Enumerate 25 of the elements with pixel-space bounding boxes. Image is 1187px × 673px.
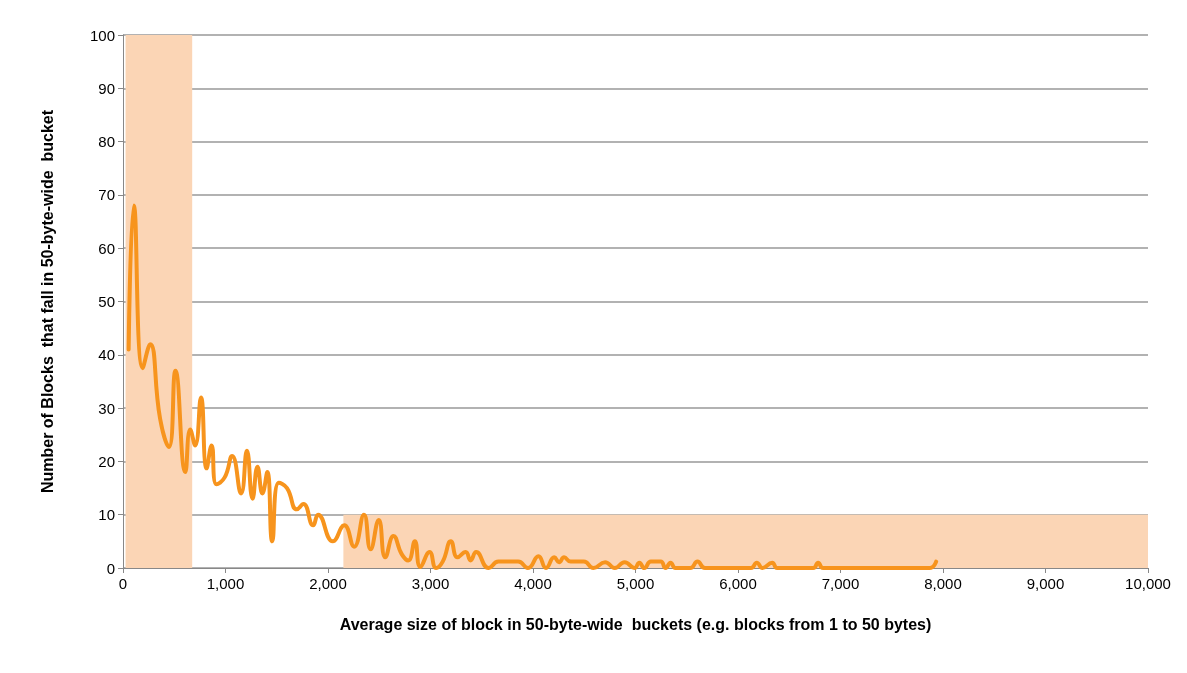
y-tick-label: 70 bbox=[98, 186, 115, 204]
x-tick-label: 6,000 bbox=[719, 575, 757, 592]
y-tick-label: 0 bbox=[106, 559, 115, 577]
x-tick-label: 7,000 bbox=[821, 575, 860, 592]
x-tick-label: 2,000 bbox=[309, 575, 347, 592]
y-tick-label: 60 bbox=[98, 239, 115, 257]
x-tick-label: 3,000 bbox=[411, 575, 450, 592]
y-tick-label: 10 bbox=[98, 506, 115, 524]
y-tick-label: 20 bbox=[98, 452, 115, 470]
x-tick-label: 5,000 bbox=[616, 575, 655, 592]
y-tick-label: 50 bbox=[98, 293, 115, 310]
y-tick-label: 90 bbox=[98, 79, 115, 97]
x-tick-label: 0 bbox=[118, 575, 128, 592]
x-tick-label: 4,000 bbox=[514, 575, 552, 592]
y-tick-label: 100 bbox=[89, 26, 115, 44]
line-series bbox=[126, 203, 939, 570]
x-tick-label: 10,000 bbox=[1125, 575, 1171, 592]
y-tick-label: 40 bbox=[98, 346, 115, 364]
x-axis-title: Average size of block in 50-byte-wide buckets (e.g. blocks from 1 to 50 bytes) bbox=[339, 615, 932, 633]
y-tick-label: 30 bbox=[98, 399, 115, 417]
x-tick-label: 1,000 bbox=[206, 575, 245, 592]
x-tick-label: 8,000 bbox=[924, 575, 962, 592]
x-tick-label: 9,000 bbox=[1026, 575, 1065, 592]
y-tick-label: 80 bbox=[98, 133, 115, 151]
y-axis-title: Number of Blocks that fall in 50-byte-wide bucket bbox=[38, 109, 56, 494]
